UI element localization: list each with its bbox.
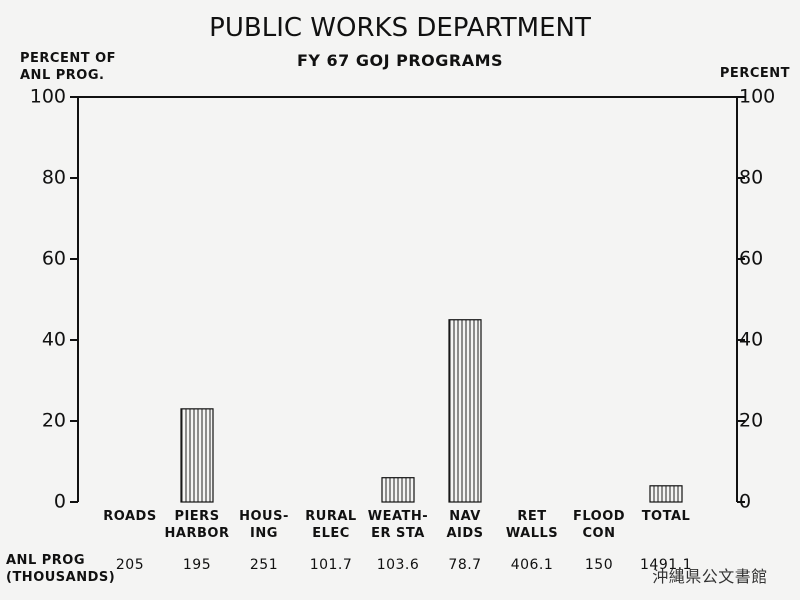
y-axis-label: PERCENT OF ANL PROG. [20, 51, 117, 83]
chart-subtitle: FY 67 GOJ PROGRAMS [296, 51, 504, 70]
bar [448, 319, 482, 503]
x-tick-label: RET WALLS [505, 509, 559, 541]
program-value: 1491.1 [640, 557, 692, 573]
y2-axis-label: PERCENT [719, 66, 790, 81]
plot-frame [77, 96, 738, 502]
program-value: 406.1 [510, 557, 554, 573]
program-value: 150 [584, 557, 614, 573]
y-tick-label: 20 [42, 410, 66, 432]
y-tick-label: 60 [42, 248, 66, 270]
y2-tick-label: 60 [739, 248, 763, 270]
x-tick-label: TOTAL [641, 509, 691, 524]
x-tick-label: ROADS [103, 509, 157, 524]
x-tick-label: FLOOD CON [572, 509, 626, 541]
watermark: 沖縄県公文書館 [652, 567, 768, 586]
x-tick-label: RURAL ELEC [305, 509, 357, 541]
y-tick-label: 100 [30, 86, 66, 108]
x-tick-label: PIERS HARBOR [164, 509, 230, 541]
y2-tick-label: 20 [739, 410, 763, 432]
y2-tick-label: 40 [739, 329, 763, 351]
program-value: 78.7 [448, 557, 482, 573]
bar [381, 477, 415, 503]
y-tick-label: 80 [42, 167, 66, 189]
program-value: 101.7 [309, 557, 353, 573]
program-value: 205 [115, 557, 145, 573]
y-tick-label: 40 [42, 329, 66, 351]
program-row-label: ANL PROG (THOUSANDS) [6, 553, 116, 585]
x-tick-label: NAV AIDS [446, 509, 484, 541]
x-tick-label: HOUS- ING [239, 509, 289, 541]
y-tick-label: 0 [54, 491, 66, 513]
program-value: 195 [182, 557, 212, 573]
y2-tick-label: 100 [739, 86, 775, 108]
y2-tick-label: 80 [739, 167, 763, 189]
program-value: 251 [249, 557, 279, 573]
y2-tick-label: 0 [739, 491, 751, 513]
bar [649, 485, 683, 503]
bar [180, 408, 214, 503]
program-value: 103.6 [376, 557, 420, 573]
chart-title: PUBLIC WORKS DEPARTMENT [209, 13, 591, 43]
x-tick-label: WEATH- ER STA [367, 509, 429, 541]
